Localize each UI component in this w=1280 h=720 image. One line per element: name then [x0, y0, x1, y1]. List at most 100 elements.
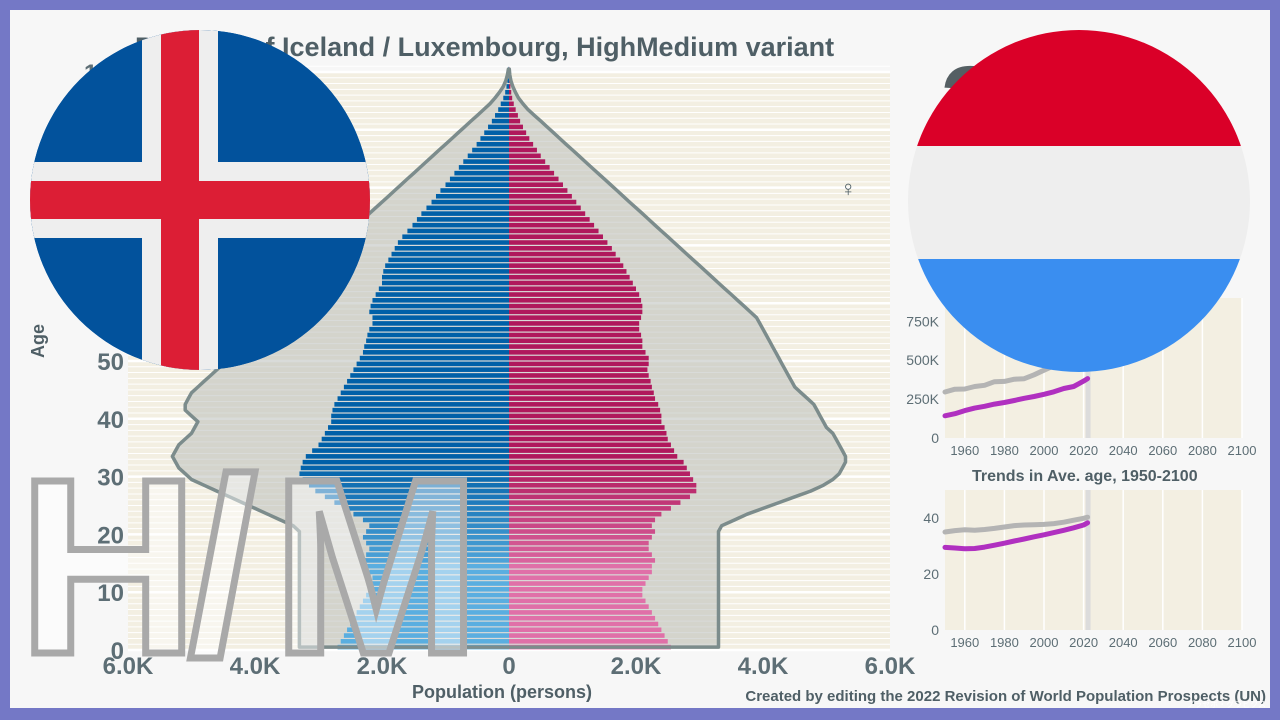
male-bar — [350, 621, 509, 627]
female-bar — [509, 136, 530, 141]
male-bar — [331, 419, 509, 424]
y-tick-label: 40 — [923, 510, 939, 526]
male-bar — [472, 147, 509, 153]
male-bar — [449, 176, 509, 182]
female-bar — [509, 436, 668, 442]
female-bar — [509, 222, 595, 228]
male-bar — [431, 199, 509, 205]
male-bar — [498, 107, 509, 112]
male-bar — [356, 610, 509, 615]
female-bar — [509, 471, 690, 476]
female-bar — [509, 107, 516, 112]
female-bar — [509, 378, 651, 384]
female-bar — [509, 170, 555, 176]
female-bar — [509, 540, 649, 546]
female-bar — [509, 165, 550, 170]
current-year-marker — [1085, 490, 1091, 630]
male-bar — [445, 182, 509, 187]
female-bar — [509, 246, 612, 251]
female-bar — [509, 176, 559, 182]
female-bar — [509, 118, 521, 124]
x-tick-label: 4.0K — [230, 653, 281, 680]
female-bar — [509, 529, 656, 534]
male-bar — [421, 211, 509, 216]
y-tick-label: 40 — [97, 407, 124, 434]
male-bar — [366, 338, 509, 344]
male-bar — [321, 436, 509, 442]
male-bar — [334, 500, 509, 505]
female-bar — [509, 84, 511, 89]
female-bar — [509, 604, 649, 609]
x-tick-label: 2040 — [1109, 443, 1138, 458]
female-bar — [509, 263, 624, 268]
female-bar — [509, 465, 687, 471]
female-bar — [509, 633, 665, 638]
female-bar — [509, 477, 694, 482]
x-tick-label: 2020 — [1069, 635, 1098, 650]
male-bar — [385, 263, 509, 268]
male-bar — [369, 326, 509, 332]
female-bar — [509, 558, 656, 563]
male-bar — [359, 604, 509, 609]
y-tick-label: 0 — [931, 430, 939, 446]
y-tick-label: 0 — [111, 638, 124, 665]
male-bar — [332, 407, 509, 413]
x-tick-label: 2100 — [1228, 635, 1257, 650]
x-tick-label: 2.0K — [357, 653, 408, 680]
male-bar — [369, 546, 509, 552]
y-tick-label: 20 — [923, 566, 939, 582]
female-bar — [509, 407, 661, 413]
trend-line — [942, 514, 1091, 535]
male-bar — [391, 251, 509, 257]
female-bar — [509, 459, 684, 465]
female-bar — [509, 413, 662, 419]
male-bar — [353, 367, 509, 372]
female-bar — [509, 280, 633, 286]
letter-slash: / — [184, 427, 261, 706]
female-bar — [509, 153, 541, 159]
letter-m: M — [268, 427, 483, 706]
female-bar — [509, 523, 652, 529]
male-bar — [458, 165, 509, 170]
male-bar — [300, 465, 509, 471]
x-tick-label: 1960 — [950, 635, 979, 650]
x-tick-label: 2020 — [1069, 443, 1098, 458]
x-axis-label: Population (persons) — [412, 682, 592, 702]
female-bar — [509, 610, 652, 615]
female-bar — [509, 321, 640, 326]
female-bar — [509, 228, 599, 234]
male-bar — [378, 286, 509, 292]
x-tick-label: 1980 — [990, 443, 1019, 458]
watermark-text: プラセボ・グラビクス — [1186, 700, 1266, 708]
male-bar — [315, 488, 509, 494]
x-tick-label: 6.0K — [103, 653, 154, 680]
x-tick-label: 4.0K — [738, 653, 789, 680]
female-bar — [509, 488, 697, 494]
female-bar — [509, 482, 697, 488]
female-bar — [509, 639, 668, 644]
male-bar — [343, 633, 509, 638]
male-bar — [467, 153, 509, 159]
male-bar — [305, 454, 509, 459]
female-bar — [509, 454, 678, 459]
male-bar — [302, 477, 509, 482]
x-tick-label: 2080 — [1188, 635, 1217, 650]
female-bar — [509, 430, 667, 436]
male-bar — [369, 587, 509, 592]
female-bar — [509, 234, 603, 240]
female-bar — [509, 315, 642, 320]
iceland-flag-icon — [30, 30, 370, 370]
male-bar — [334, 402, 509, 407]
male-bar — [397, 240, 509, 245]
female-bar — [509, 124, 523, 130]
female-bar — [509, 257, 621, 263]
male-bar — [507, 78, 509, 83]
female-bar — [509, 621, 659, 627]
female-bar — [509, 205, 581, 211]
male-bar — [343, 384, 509, 390]
female-symbol: ♀ — [840, 176, 857, 201]
y-tick-label: 250K — [906, 391, 939, 407]
